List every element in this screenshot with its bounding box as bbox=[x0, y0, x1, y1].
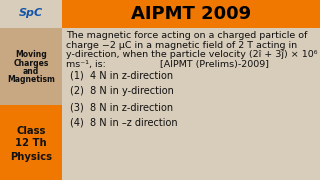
Text: Magnetism: Magnetism bbox=[7, 75, 55, 84]
Text: Physics: Physics bbox=[10, 152, 52, 161]
Text: Moving: Moving bbox=[15, 50, 47, 59]
Text: Class: Class bbox=[16, 125, 46, 136]
Text: ms⁻¹, is:                  [AIPMT (Prelims)-2009]: ms⁻¹, is: [AIPMT (Prelims)-2009] bbox=[66, 60, 269, 69]
Text: The magnetic force acting on a charged particle of: The magnetic force acting on a charged p… bbox=[66, 31, 308, 40]
Text: (1)  4 N in z-direction: (1) 4 N in z-direction bbox=[70, 71, 173, 81]
Bar bbox=[0, 0, 320, 28]
Bar bbox=[0, 105, 62, 180]
Text: Charges: Charges bbox=[13, 58, 49, 68]
Text: (3)  8 N in z-direction: (3) 8 N in z-direction bbox=[70, 102, 173, 112]
Text: y-direction, when the particle velocity (2î + 3ĵ) × 10⁶: y-direction, when the particle velocity … bbox=[66, 50, 317, 59]
Bar bbox=[0, 28, 62, 105]
Text: 12 Th: 12 Th bbox=[15, 138, 47, 148]
Text: (2)  8 N in y-direction: (2) 8 N in y-direction bbox=[70, 87, 174, 96]
Text: SpC: SpC bbox=[19, 8, 43, 18]
Text: (4)  8 N in –z direction: (4) 8 N in –z direction bbox=[70, 118, 178, 127]
Text: and: and bbox=[23, 67, 39, 76]
Bar bbox=[0, 0, 62, 28]
Text: charge −2 μC in a magnetic field of 2 T acting in: charge −2 μC in a magnetic field of 2 T … bbox=[66, 40, 297, 50]
Text: AIPMT 2009: AIPMT 2009 bbox=[131, 5, 251, 23]
